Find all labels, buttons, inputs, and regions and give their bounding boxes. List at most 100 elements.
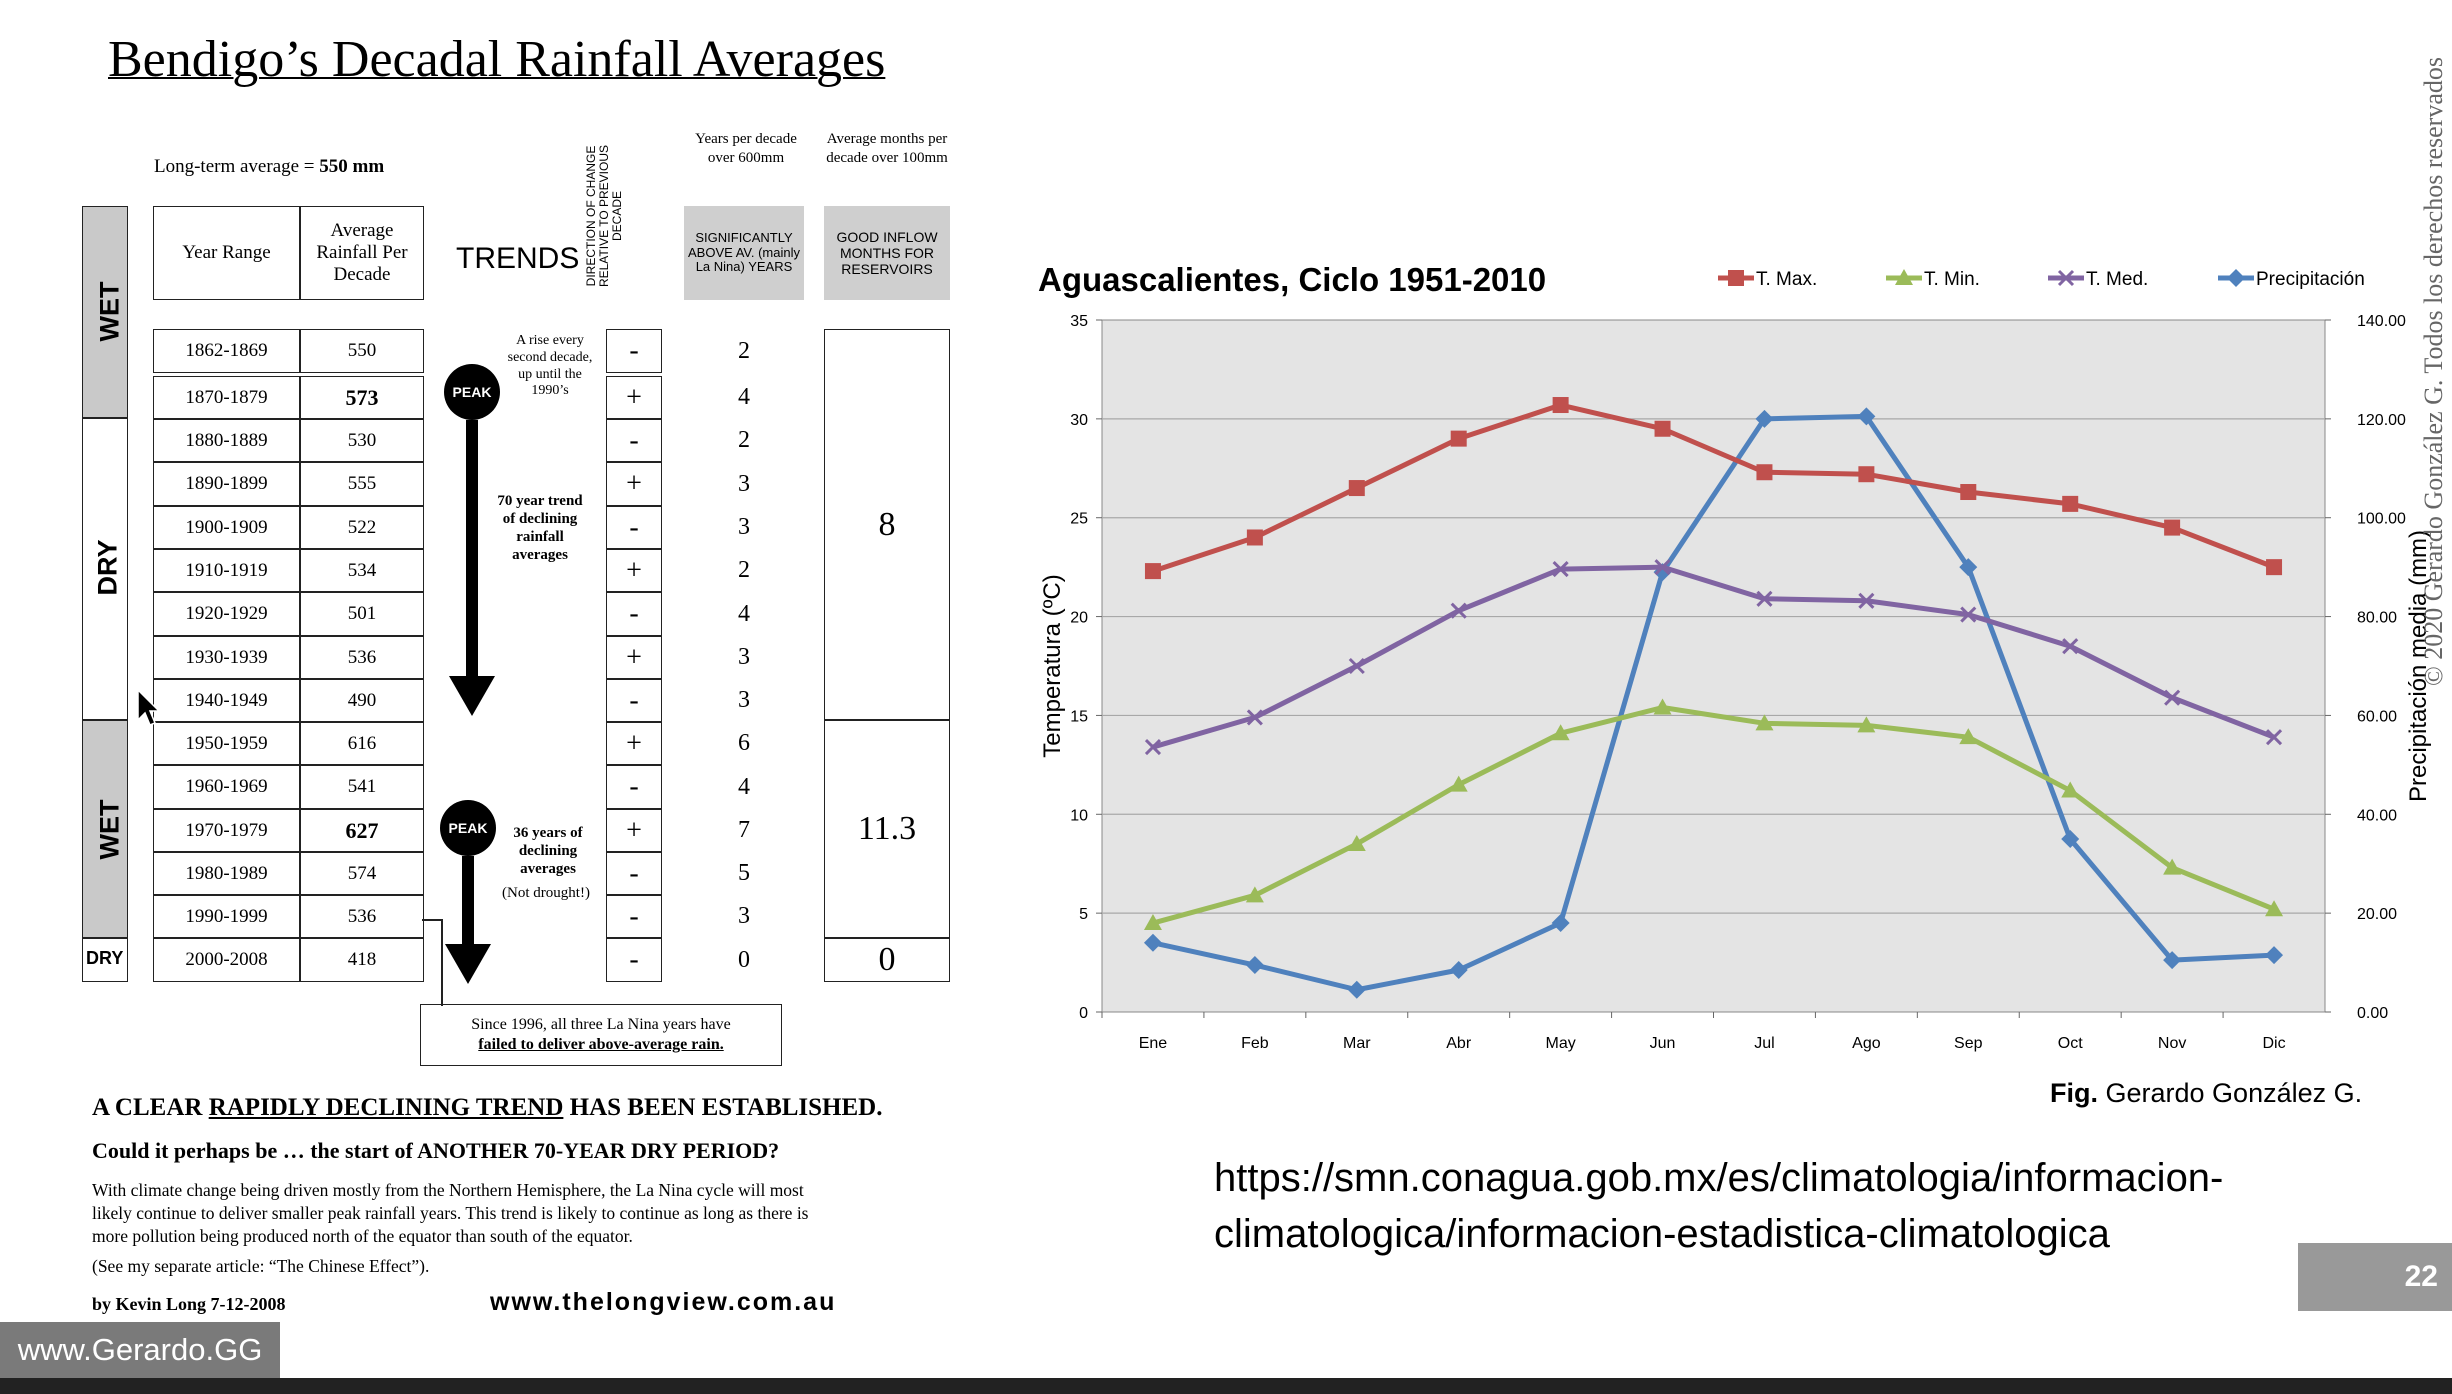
data-point bbox=[1143, 933, 1162, 952]
row-direction: + bbox=[606, 376, 662, 419]
side-bar-wet-2 bbox=[82, 720, 128, 938]
fig-prefix: Fig. bbox=[2050, 1078, 2098, 1108]
row-direction: - bbox=[606, 506, 662, 549]
row-years-over: 3 bbox=[738, 903, 750, 929]
paragraph-line-2: likely continue to deliver smaller peak … bbox=[92, 1203, 809, 1223]
y-tick-label: 15 bbox=[1070, 708, 1088, 725]
data-point bbox=[1755, 714, 1774, 731]
row-direction: - bbox=[606, 419, 662, 462]
bendigo-title: Bendigo’s Decadal Rainfall Averages bbox=[108, 31, 886, 88]
data-point bbox=[2061, 830, 2080, 848]
y2-tick-label: 80.00 bbox=[2357, 610, 2397, 627]
y-tick-label: 10 bbox=[1070, 807, 1088, 824]
row-years-over: 3 bbox=[738, 687, 750, 713]
data-point bbox=[1756, 590, 1773, 607]
conclusion-c: HAS BEEN ESTABLISHED. bbox=[563, 1094, 883, 1121]
peak-badge-1: PEAK bbox=[444, 364, 500, 420]
data-point bbox=[1449, 960, 1468, 979]
arrow-down-icon bbox=[466, 420, 478, 680]
row-year-range: 1880-1889 bbox=[153, 419, 300, 462]
legend-label: T. Min. bbox=[1924, 269, 1980, 290]
conclusion-heading: A CLEAR RAPIDLY DECLINING TREND HAS BEEN… bbox=[92, 1094, 882, 1122]
x-tick-label: Ago bbox=[1852, 1035, 1881, 1052]
series-line-t-med bbox=[1152, 564, 2275, 750]
row-average: 418 bbox=[300, 938, 424, 982]
source-url[interactable]: https://smn.conagua.gob.mx/es/climatolog… bbox=[1214, 1150, 2223, 1262]
data-point bbox=[1654, 420, 1671, 437]
copyright-notice: © 2020 Gerardo González G. Todos los der… bbox=[2420, 57, 2448, 686]
row-direction: - bbox=[606, 765, 662, 809]
x-tick-label: Nov bbox=[2158, 1035, 2186, 1052]
legend-marker bbox=[2227, 269, 2245, 287]
data-point bbox=[1858, 592, 1875, 609]
data-point bbox=[1960, 606, 1977, 623]
legend-label: Precipitación bbox=[2256, 269, 2365, 290]
row-year-range: 1890-1899 bbox=[153, 462, 300, 506]
row-years-over: 3 bbox=[738, 470, 750, 497]
side-bar-dry-2 bbox=[82, 938, 128, 982]
la-nina-note-line-1: Since 1996, all three La Nina years have bbox=[471, 1016, 731, 1033]
data-point bbox=[1347, 980, 1366, 999]
row-direction: + bbox=[606, 636, 662, 679]
y2-tick-label: 120.00 bbox=[2357, 412, 2406, 429]
x-tick-label: Jun bbox=[1650, 1035, 1676, 1052]
trend-note-thirtysix: 36 years of declining averages bbox=[513, 825, 583, 877]
row-direction: - bbox=[606, 329, 662, 373]
row-year-range: 1870-1879 bbox=[153, 376, 300, 419]
row-average: 616 bbox=[300, 722, 424, 765]
row-direction: + bbox=[606, 722, 662, 765]
x-tick-label: Sep bbox=[1954, 1035, 1983, 1052]
watermark-badge: www.Gerardo.GG bbox=[0, 1322, 280, 1378]
row-year-range: 1970-1979 bbox=[153, 809, 300, 852]
row-direction: + bbox=[606, 549, 662, 592]
side-label-dry-2: DRY bbox=[86, 948, 124, 968]
row-years-over: 3 bbox=[738, 644, 750, 670]
row-year-range: 1940-1949 bbox=[153, 679, 300, 722]
row-year-range: 1900-1909 bbox=[153, 506, 300, 549]
header-months-over-sub: GOOD INFLOW MONTHS FOR RESERVOIRS bbox=[824, 206, 950, 300]
y2-tick-label: 100.00 bbox=[2357, 511, 2406, 528]
data-point bbox=[1450, 602, 1467, 619]
side-bar-dry-1 bbox=[82, 418, 128, 720]
legend-marker bbox=[1728, 270, 1744, 286]
question-text: Could it perhaps be … the start of ANOTH… bbox=[92, 1138, 780, 1163]
arrow-down-icon bbox=[462, 856, 474, 946]
row-years-over: 0 bbox=[738, 946, 750, 973]
row-average: 573 bbox=[300, 376, 424, 419]
row-average: 555 bbox=[300, 462, 424, 506]
page-number: 22 bbox=[2298, 1243, 2452, 1311]
data-point bbox=[2164, 519, 2181, 536]
bottom-bar bbox=[0, 1378, 2452, 1394]
conclusion-a: A CLEAR bbox=[92, 1094, 209, 1121]
data-point bbox=[1857, 716, 1876, 733]
months-value-3: 0 bbox=[824, 938, 950, 982]
trend-note-not-drought: (Not drought!) bbox=[502, 885, 590, 901]
chart-title: Aguascalientes, Ciclo 1951-2010 bbox=[1038, 261, 1546, 298]
y2-tick-label: 20.00 bbox=[2357, 906, 2397, 923]
data-point bbox=[1143, 914, 1162, 931]
row-direction: - bbox=[606, 592, 662, 636]
row-average: 501 bbox=[300, 592, 424, 636]
row-average: 536 bbox=[300, 895, 424, 938]
row-year-range: 1990-1999 bbox=[153, 895, 300, 938]
long-term-average: Long-term average = 550 mm bbox=[154, 156, 384, 178]
data-point bbox=[1551, 914, 1570, 933]
row-average: 574 bbox=[300, 852, 424, 895]
row-year-range: 1960-1969 bbox=[153, 765, 300, 809]
row-direction: + bbox=[606, 462, 662, 506]
row-direction: + bbox=[606, 809, 662, 852]
data-point bbox=[1348, 480, 1365, 497]
arrow-down-icon bbox=[449, 676, 495, 716]
data-point bbox=[2265, 900, 2284, 917]
x-tick-label: Jul bbox=[1754, 1035, 1774, 1052]
legend-marker bbox=[2057, 269, 2075, 287]
row-average: 490 bbox=[300, 679, 424, 722]
series-line-t-max bbox=[1152, 402, 2275, 574]
data-point bbox=[1246, 529, 1263, 546]
data-point bbox=[1449, 775, 1468, 792]
climate-chart: Aguascalientes, Ciclo 1951-2010 T. Max. T… bbox=[1038, 261, 2432, 1052]
y2-tick-label: 60.00 bbox=[2357, 708, 2397, 725]
row-direction: - bbox=[606, 895, 662, 938]
row-year-range: 1920-1929 bbox=[153, 592, 300, 636]
site-link[interactable]: www.thelongview.com.au bbox=[490, 1288, 837, 1316]
